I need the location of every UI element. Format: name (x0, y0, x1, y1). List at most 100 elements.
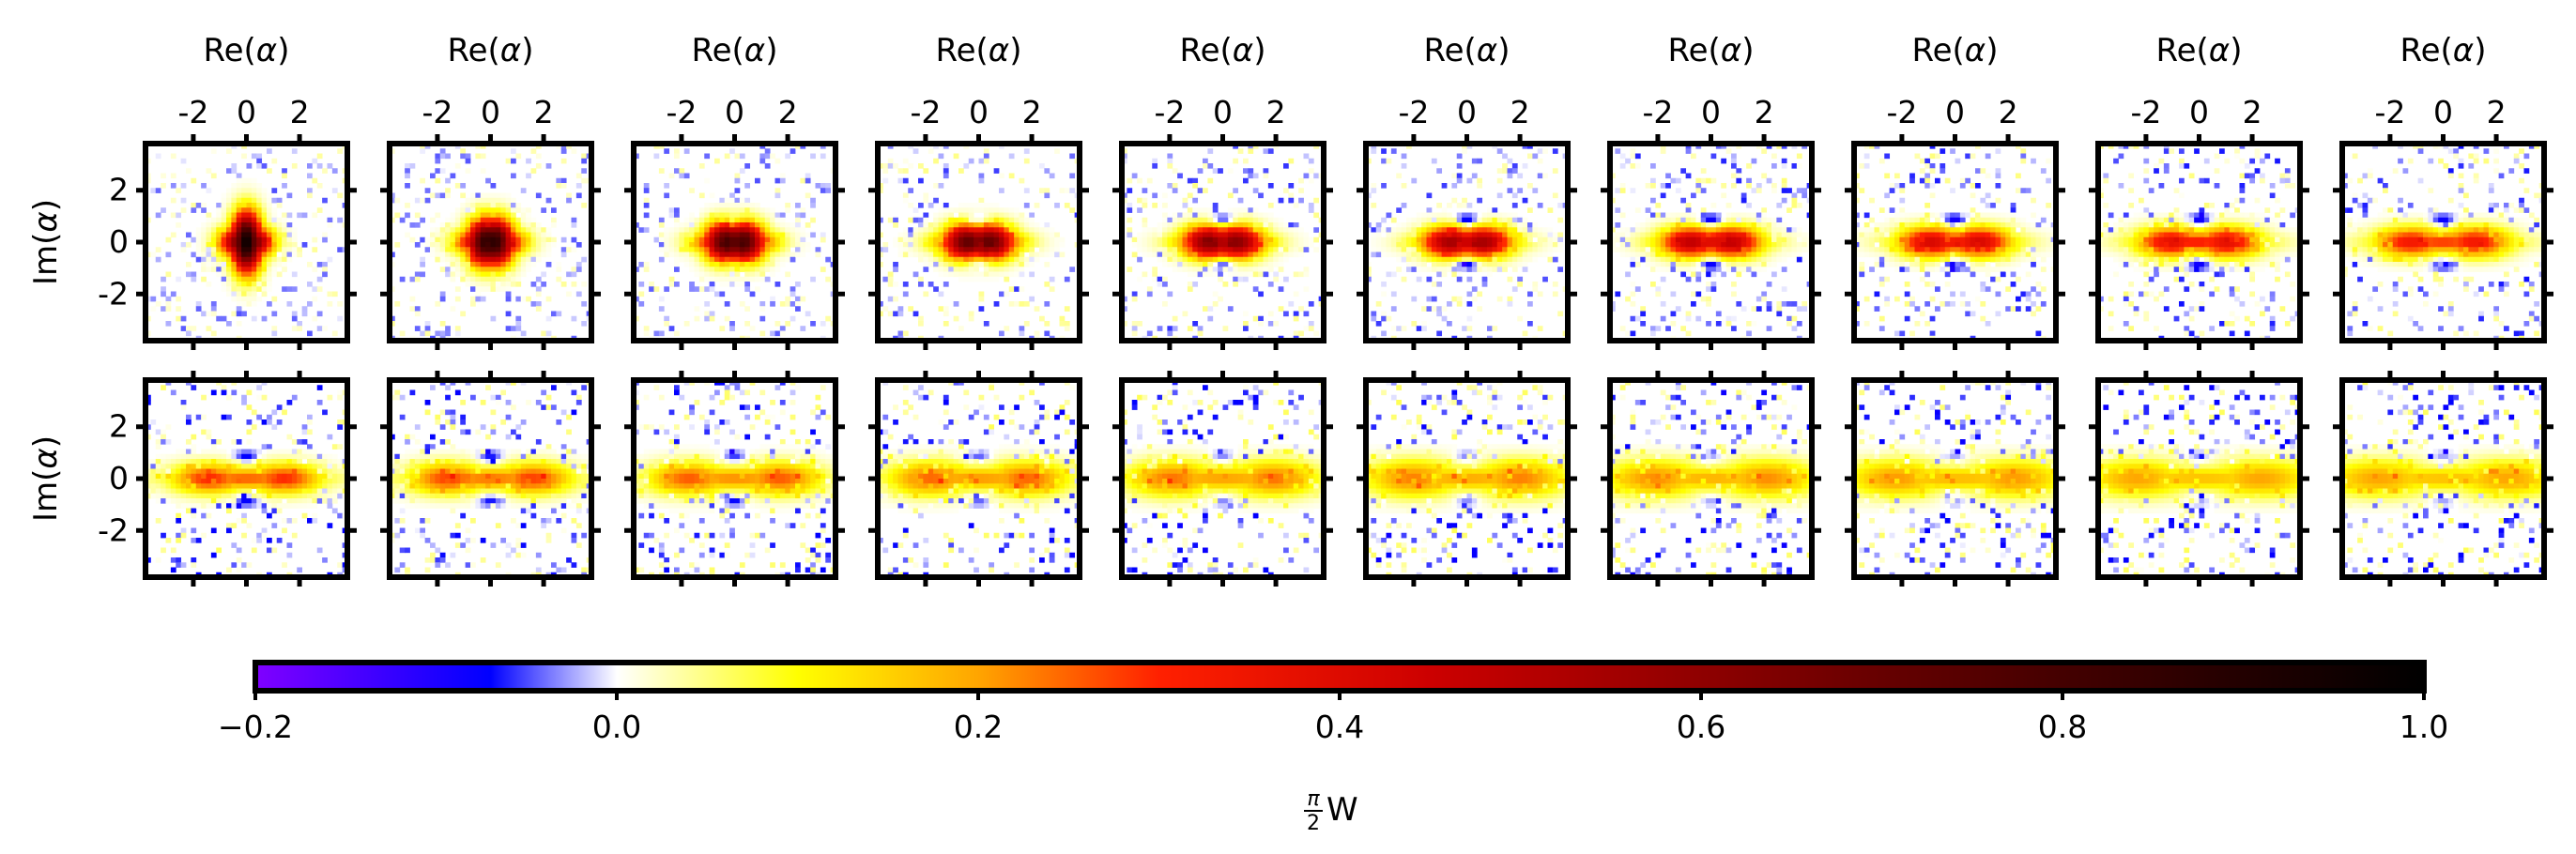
heatmap-cell (1710, 217, 1717, 223)
heatmap-cell (1965, 232, 1971, 238)
heatmap-cell (770, 242, 775, 248)
heatmap-cell (759, 330, 766, 337)
heatmap-cell (261, 212, 268, 219)
heatmap-cell (435, 227, 441, 233)
heatmap-cell (1650, 183, 1656, 189)
heatmap-cell (1142, 232, 1148, 238)
heatmap-cell (719, 217, 726, 223)
heatmap-cell (1222, 326, 1229, 331)
heatmap-cell (282, 262, 287, 267)
heatmap-cell (312, 236, 318, 243)
heatmap-cell (337, 247, 344, 252)
heatmap-cell (267, 301, 272, 307)
heatmap-cell (241, 311, 247, 317)
heatmap-cell (1522, 256, 1528, 263)
heatmap-cell (1293, 236, 1299, 243)
heatmap-cell (1152, 232, 1158, 238)
heatmap-cell (1381, 217, 1387, 223)
heatmap-cell (704, 256, 711, 263)
heatmap-cell (1919, 276, 1925, 282)
heatmap-cell (1019, 262, 1025, 267)
heatmap-cell (1645, 232, 1651, 238)
heatmap-cell (744, 271, 751, 278)
heatmap-cell (271, 197, 278, 204)
heatmap-cell (226, 321, 232, 327)
heatmap-cell (414, 276, 421, 282)
heatmap-cell (1252, 286, 1259, 292)
heatmap-cell (1451, 222, 1458, 228)
heatmap-cell (2158, 222, 2165, 228)
heatmap-cell (912, 247, 919, 252)
heatmap-cell (1451, 262, 1458, 267)
heatmap-cell (1177, 222, 1183, 228)
heatmap-cell (689, 282, 695, 287)
heatmap-cell (1481, 232, 1488, 238)
heatmap-cell (897, 306, 904, 312)
heatmap-cell (719, 256, 726, 263)
heatmap-cell (180, 158, 187, 164)
heatmap-cell (744, 252, 751, 258)
heatmap-cell (1796, 227, 1802, 233)
heatmap-cell (1756, 183, 1762, 189)
heatmap-cell (1542, 276, 1548, 282)
heatmap-cell (1023, 301, 1030, 307)
heatmap-cell (520, 247, 527, 252)
heatmap-cell (165, 252, 172, 258)
heatmap-cell (1396, 252, 1403, 258)
heatmap-cell (912, 148, 919, 154)
heatmap-cell (241, 177, 247, 184)
heatmap-cell (1751, 262, 1757, 267)
heatmap-cell (1675, 242, 1681, 248)
heatmap-cell (1944, 227, 1951, 233)
heatmap-cell (1182, 203, 1188, 208)
heatmap-cell (943, 256, 949, 263)
heatmap-cell (2000, 247, 2006, 252)
heatmap-cell (664, 247, 670, 252)
heatmap-cell (475, 271, 482, 278)
heatmap-cell (1975, 252, 1981, 258)
heatmap-cell (770, 222, 775, 228)
heatmap-cell (454, 252, 461, 258)
heatmap-cell (1492, 252, 1498, 258)
heatmap-cell (1207, 148, 1214, 154)
heatmap-cell (1451, 183, 1458, 189)
heatmap-cell (500, 286, 507, 292)
heatmap-cell (511, 227, 516, 233)
heatmap-cell (170, 197, 176, 204)
heatmap-cell (1980, 267, 1986, 272)
heatmap-cell (1944, 271, 1951, 278)
heatmap-cell (2173, 242, 2180, 248)
heatmap-cell (948, 217, 955, 223)
heatmap-cell (1162, 222, 1168, 228)
heatmap-cell (485, 212, 491, 219)
heatmap-cell (2103, 173, 2109, 179)
heatmap-cell (2031, 236, 2036, 243)
heatmap-cell (2031, 242, 2036, 248)
heatmap-cell (1950, 222, 1955, 228)
heatmap-cell (1985, 212, 1991, 219)
heatmap-cell (2173, 247, 2180, 252)
heatmap-cell (1248, 242, 1254, 248)
heatmap-cell (709, 282, 715, 287)
heatmap-cell (1172, 232, 1178, 238)
heatmap-cell (495, 247, 501, 252)
heatmap-cell (1670, 242, 1677, 248)
heatmap-cell (236, 311, 242, 317)
heatmap-cell (2139, 262, 2144, 267)
heatmap-cell (704, 301, 711, 307)
heatmap-cell (938, 222, 944, 228)
heatmap-cell (989, 256, 995, 263)
heatmap-cell (1776, 227, 1783, 233)
heatmap-cell (1625, 227, 1631, 233)
heatmap-cell (556, 267, 562, 272)
heatmap-cell (1172, 183, 1178, 189)
heatmap-cell (1471, 247, 1478, 252)
heatmap-cell (1884, 173, 1891, 179)
heatmap-cell (739, 153, 745, 160)
heatmap-cell (241, 217, 247, 223)
heatmap-cell (465, 158, 471, 164)
heatmap-cell (805, 222, 811, 228)
heatmap-cell (820, 153, 826, 160)
heatmap-cell (1426, 276, 1433, 282)
heatmap-cell (1273, 236, 1280, 243)
